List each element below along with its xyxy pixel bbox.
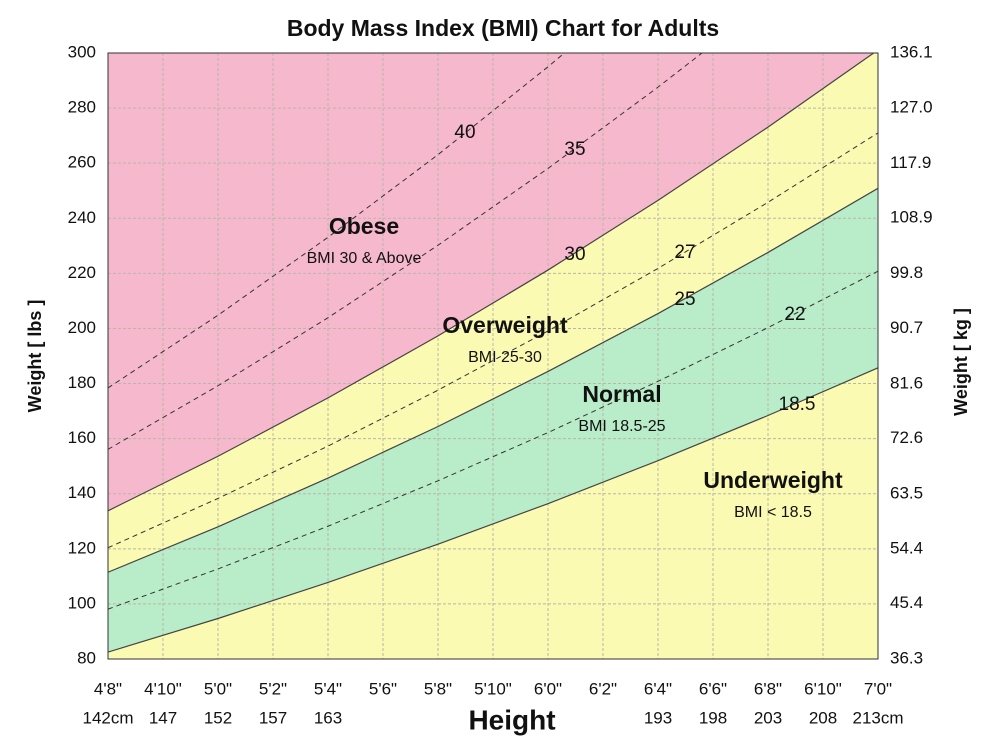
x2-tick-label: 193 bbox=[644, 708, 672, 727]
y-tick-label: 300 bbox=[68, 42, 96, 61]
x2-tick-label: 208 bbox=[809, 708, 837, 727]
y-tick-label: 160 bbox=[68, 428, 96, 447]
x-tick-label: 6'10" bbox=[804, 679, 842, 698]
y2-tick-label: 127.0 bbox=[890, 98, 933, 117]
y2-tick-label: 36.3 bbox=[890, 648, 923, 667]
bmi-line bbox=[108, 132, 878, 549]
x-tick-label: 4'8" bbox=[94, 679, 122, 698]
x-tick-label: 5'0" bbox=[204, 679, 232, 698]
y-tick-label: 180 bbox=[68, 373, 96, 392]
curve-label: 35 bbox=[564, 139, 585, 160]
x-tick-label: 6'2" bbox=[589, 679, 617, 698]
x2-tick-label: 147 bbox=[149, 708, 177, 727]
zone-label: Underweight bbox=[703, 467, 843, 493]
x2-tick-label: 198 bbox=[699, 708, 727, 727]
x-tick-label: 5'6" bbox=[369, 679, 397, 698]
y2-tick-label: 63.5 bbox=[890, 483, 923, 502]
plot-area bbox=[108, 53, 878, 659]
x-tick-label: 5'8" bbox=[424, 679, 452, 698]
x-tick-label: 6'8" bbox=[754, 679, 782, 698]
x2-tick-label: 163 bbox=[314, 708, 342, 727]
zone-label: Overweight bbox=[442, 312, 568, 338]
curve-label: 30 bbox=[564, 244, 585, 265]
x2-tick-label: 142cm bbox=[82, 708, 133, 727]
bmi-line bbox=[108, 53, 566, 389]
y2-tick-label: 45.4 bbox=[890, 593, 923, 612]
zone-label: Obese bbox=[329, 213, 399, 239]
y2-axis-label: Weight [ kg ] bbox=[951, 308, 971, 416]
zone-note: BMI 18.5-25 bbox=[578, 418, 665, 435]
zone-obese bbox=[108, 53, 874, 511]
x-tick-label: 6'0" bbox=[534, 679, 562, 698]
zone-label: Normal bbox=[582, 381, 661, 407]
plot-frame bbox=[107, 52, 879, 660]
x-tick-label: 7'0" bbox=[864, 679, 892, 698]
zone-note: BMI < 18.5 bbox=[734, 504, 812, 521]
y-tick-label: 200 bbox=[68, 318, 96, 337]
x2-tick-label: 203 bbox=[754, 708, 782, 727]
bmi-line bbox=[108, 187, 878, 573]
y-tick-label: 100 bbox=[68, 593, 96, 612]
y2-tick-label: 72.6 bbox=[890, 428, 923, 447]
curve-label: 25 bbox=[674, 289, 695, 310]
y2-tick-label: 81.6 bbox=[890, 373, 923, 392]
x-tick-label: 5'2" bbox=[259, 679, 287, 698]
y2-tick-label: 117.9 bbox=[890, 153, 931, 172]
y-tick-label: 260 bbox=[68, 153, 96, 172]
y-tick-label: 220 bbox=[68, 263, 96, 282]
y2-tick-label: 90.7 bbox=[890, 318, 923, 337]
x-tick-label: 6'6" bbox=[699, 679, 727, 698]
chart-title: Body Mass Index (BMI) Chart for Adults bbox=[287, 15, 719, 41]
x-tick-label: 4'10" bbox=[144, 679, 182, 698]
y-tick-label: 140 bbox=[68, 483, 96, 502]
x-axis-label: Height bbox=[468, 704, 555, 735]
bmi-line bbox=[108, 270, 878, 610]
curve-label: 27 bbox=[674, 242, 695, 263]
x2-tick-label: 152 bbox=[204, 708, 232, 727]
y-axis-label: Weight [ lbs ] bbox=[25, 300, 45, 413]
y2-tick-label: 54.4 bbox=[890, 539, 923, 558]
zone-note: BMI 30 & Above bbox=[307, 250, 422, 267]
x-tick-label: 6'4" bbox=[644, 679, 672, 698]
x2-tick-label: 213cm bbox=[852, 708, 903, 727]
y-tick-label: 120 bbox=[68, 538, 96, 557]
y2-tick-label: 136.1 bbox=[890, 42, 933, 61]
x2-tick-label: 157 bbox=[259, 708, 287, 727]
curve-label: 22 bbox=[784, 304, 805, 325]
x-tick-label: 5'4" bbox=[314, 679, 342, 698]
zone-note: BMI 25-30 bbox=[468, 349, 542, 366]
y-tick-label: 240 bbox=[68, 208, 96, 227]
y-tick-label: 280 bbox=[68, 98, 96, 117]
y2-tick-label: 99.8 bbox=[890, 263, 923, 282]
curve-label: 40 bbox=[454, 122, 475, 143]
bmi-line bbox=[108, 53, 703, 450]
curve-label: 18.5 bbox=[779, 394, 816, 415]
bmi-line bbox=[108, 53, 875, 512]
x-tick-label: 5'10" bbox=[474, 679, 512, 698]
y2-tick-label: 108.9 bbox=[890, 208, 933, 227]
bmi-line bbox=[108, 367, 878, 653]
y-tick-label: 80 bbox=[77, 648, 96, 667]
zone-overweight bbox=[108, 53, 878, 573]
